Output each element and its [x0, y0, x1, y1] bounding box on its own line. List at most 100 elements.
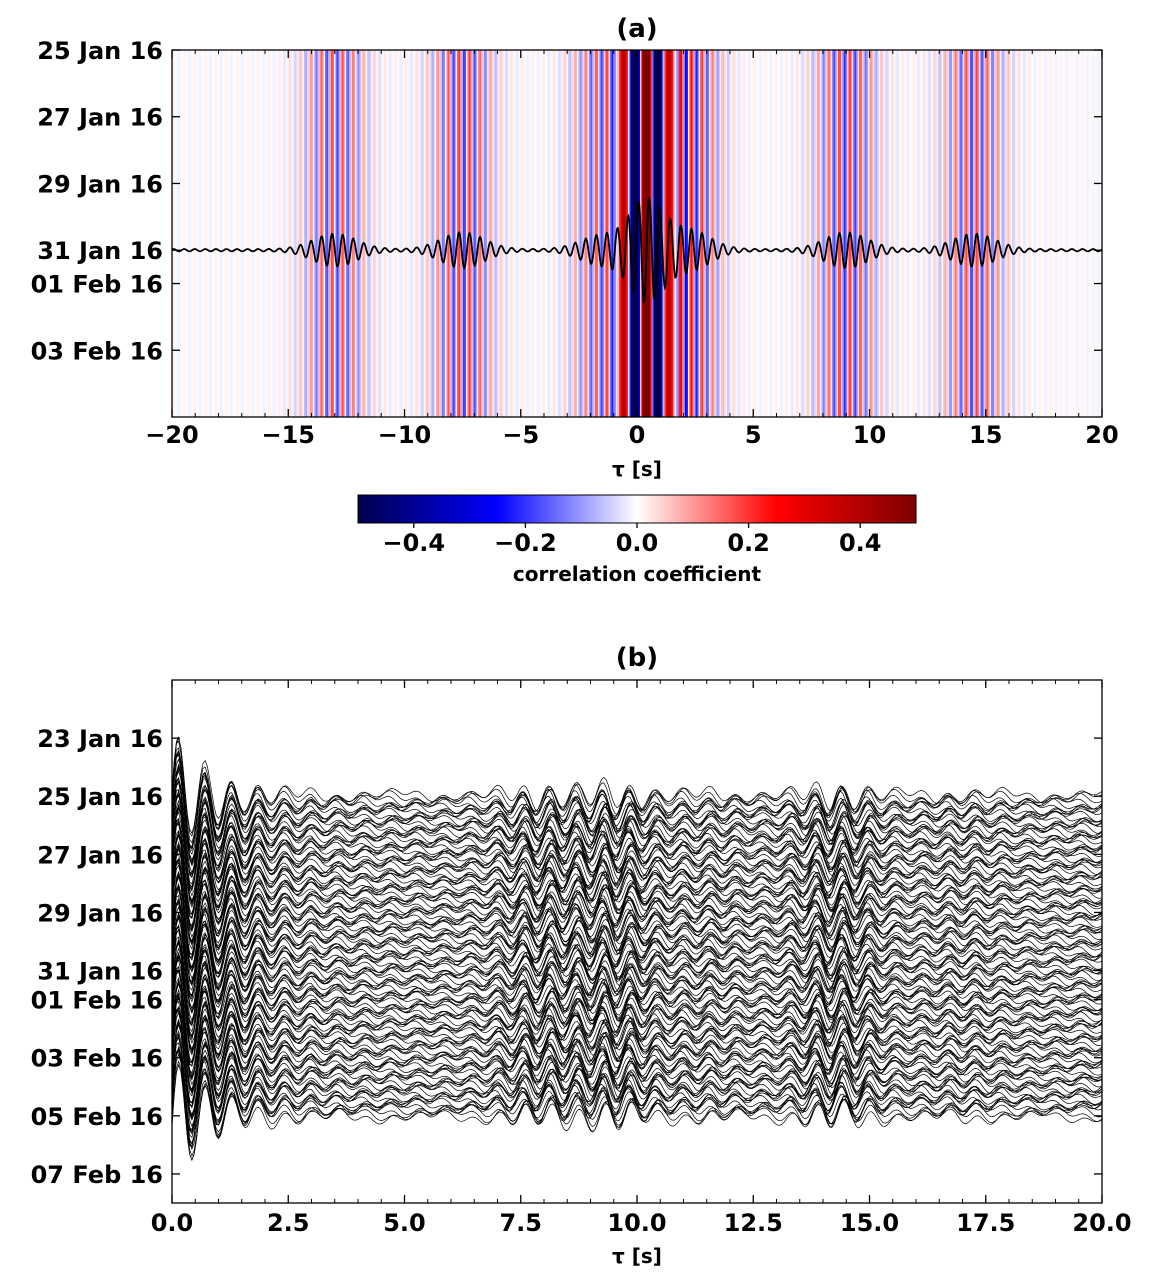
- heatmap-cell: [580, 50, 583, 417]
- heatmap-cell: [1084, 50, 1087, 417]
- heatmap-cell: [899, 50, 902, 417]
- heatmap-cell: [803, 50, 806, 417]
- waveform-trace: [172, 805, 1102, 902]
- waveform-trace: [172, 1035, 1102, 1135]
- waveform-trace: [172, 874, 1102, 973]
- heatmap-cell: [719, 50, 722, 417]
- waveform-trace: [172, 1022, 1102, 1119]
- heatmap-cell: [1039, 50, 1042, 417]
- heatmap-cell: [400, 50, 403, 417]
- heatmap-cell: [955, 50, 958, 417]
- heatmap-cell: [989, 50, 992, 417]
- waveform-trace: [172, 1048, 1102, 1148]
- y-tick-label-b: 03 Feb 16: [31, 1045, 163, 1073]
- heatmap-cell: [431, 50, 434, 417]
- heatmap-cell: [367, 50, 370, 417]
- heatmap-cell: [718, 50, 721, 417]
- heatmap-cell: [187, 50, 190, 417]
- heatmap-cell: [376, 50, 379, 417]
- heatmap-cell: [413, 50, 416, 417]
- heatmap-cell: [364, 50, 367, 417]
- heatmap-cell: [685, 50, 688, 417]
- heatmap-cell: [914, 50, 917, 417]
- heatmap-cell: [991, 50, 994, 417]
- heatmap-cell: [250, 50, 253, 417]
- heatmap-cell: [886, 50, 889, 417]
- waveform-trace: [172, 966, 1102, 1063]
- heatmap-cell: [812, 50, 815, 417]
- heatmap-cell: [184, 50, 187, 417]
- heatmap-cell: [514, 50, 517, 417]
- heatmap-cell: [953, 50, 956, 417]
- heatmap-cell: [499, 50, 502, 417]
- x-tick-label-b: 5.0: [383, 1209, 426, 1237]
- heatmap-cell: [535, 50, 538, 417]
- heatmap-cell: [275, 50, 278, 417]
- heatmap-cell: [482, 50, 485, 417]
- x-tick-label-b: 7.5: [499, 1209, 542, 1237]
- heatmap-cell: [890, 50, 893, 417]
- heatmap-cell: [674, 50, 677, 417]
- heatmap-cell: [245, 50, 248, 417]
- heatmap-cell: [817, 50, 820, 417]
- heatmap-cell: [971, 50, 974, 417]
- heatmap-cell: [352, 50, 355, 417]
- heatmap-cell: [410, 50, 413, 417]
- heatmap-cell: [917, 50, 920, 417]
- heatmap-cell: [314, 50, 317, 417]
- heatmap-cell: [461, 50, 464, 417]
- y-tick-label-b: 27 Jan 16: [37, 841, 163, 869]
- heatmap-cell: [409, 50, 412, 417]
- heatmap-cell: [397, 50, 400, 417]
- x-tick-label-a: −15: [261, 421, 315, 449]
- heatmap-cell: [173, 50, 176, 417]
- heatmap-cell: [896, 50, 899, 417]
- heatmap-cell: [944, 50, 947, 417]
- heatmap-cell: [334, 50, 337, 417]
- waveform-trace: [172, 899, 1102, 996]
- heatmap-cell: [263, 50, 266, 417]
- heatmap-cell: [415, 50, 418, 417]
- heatmap-cell: [178, 50, 181, 417]
- heatmap-cell: [703, 50, 706, 417]
- heatmap-cell: [775, 50, 778, 417]
- waveform-trace: [172, 941, 1102, 1041]
- heatmap-cell: [563, 50, 566, 417]
- heatmap-cell: [1049, 50, 1052, 417]
- heatmap-cell: [518, 50, 521, 417]
- waveform-trace: [172, 954, 1102, 1050]
- heatmap-cell: [928, 50, 931, 417]
- heatmap-cell: [860, 50, 863, 417]
- heatmap-cell: [907, 50, 910, 417]
- heatmap-cell: [488, 50, 491, 417]
- panel-a-title: (a): [616, 14, 657, 44]
- heatmap-cell: [338, 50, 341, 417]
- heatmap-cell: [772, 50, 775, 417]
- heatmap-cell: [323, 50, 326, 417]
- heatmap-cell: [995, 50, 998, 417]
- heatmap-cell: [452, 50, 455, 417]
- y-tick-label-b: 07 Feb 16: [31, 1161, 163, 1189]
- overlay-trace-a: [172, 197, 1102, 303]
- heatmap-cell: [925, 50, 928, 417]
- heatmap-cell: [826, 50, 829, 417]
- heatmap-cell: [356, 50, 359, 417]
- heatmap-cell: [262, 50, 265, 417]
- panel-b-title: (b): [616, 643, 658, 673]
- heatmap-cell: [316, 50, 319, 417]
- heatmap-cell: [1006, 50, 1009, 417]
- heatmap-cell: [988, 50, 991, 417]
- heatmap-cell: [206, 50, 209, 417]
- heatmap-cell: [767, 50, 770, 417]
- waveform-trace: [172, 1008, 1102, 1104]
- heatmap-cell: [952, 50, 955, 417]
- waveform-trace: [172, 747, 1102, 850]
- heatmap-cell: [769, 50, 772, 417]
- heatmap-cell: [388, 50, 391, 417]
- heatmap-cell: [332, 50, 335, 417]
- heatmap-cell: [1051, 50, 1054, 417]
- heatmap-cell: [515, 50, 518, 417]
- heatmap-cell: [683, 50, 686, 417]
- x-axis-label-a: τ [s]: [612, 457, 662, 481]
- heatmap-cell: [940, 50, 943, 417]
